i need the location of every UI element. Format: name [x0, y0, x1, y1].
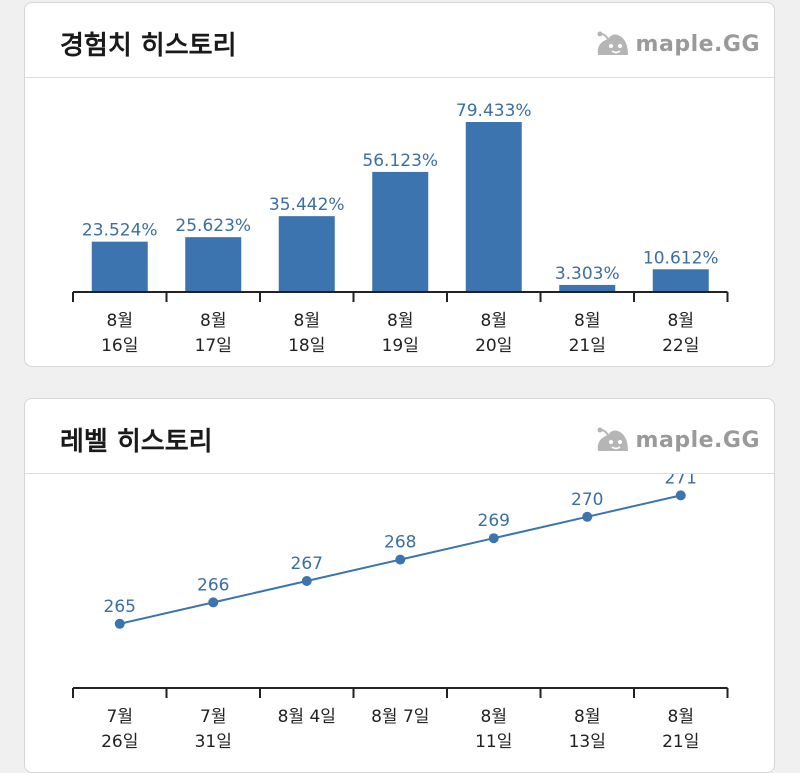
x-tick-label: 22일: [662, 336, 699, 356]
exp-bar: [91, 241, 148, 292]
exp-bar: [185, 237, 242, 292]
level-data-label: 269: [478, 511, 510, 531]
exp-data-label: 56.123%: [362, 151, 438, 171]
exp-bar: [559, 284, 616, 292]
level-data-label: 267: [291, 554, 323, 574]
brand-text: maple.GG: [635, 427, 760, 453]
x-tick-label: 17일: [195, 336, 232, 356]
x-tick-label: 26일: [101, 732, 138, 752]
x-tick-label: 8월: [107, 311, 133, 331]
level-chart-title: 레벨 히스토리: [60, 427, 213, 457]
exp-data-label: 3.303%: [555, 264, 620, 284]
level-card-header: 레벨 히스토리 maple.GG: [25, 399, 774, 474]
exp-history-card: 경험치 히스토리 maple.GG 23.524% 25.623% 35.442% 5…: [24, 2, 775, 367]
x-tick-label: 21일: [569, 336, 606, 356]
exp-bar: [652, 269, 709, 292]
level-point: [582, 511, 593, 522]
x-tick-label: 7월: [200, 707, 226, 727]
exp-bar: [278, 216, 335, 292]
x-tick-label: 19일: [382, 336, 419, 356]
exp-data-label: 25.623%: [175, 216, 251, 236]
exp-card-header: 경험치 히스토리 maple.GG: [25, 3, 774, 78]
level-point: [208, 597, 219, 608]
exp-chart-title: 경험치 히스토리: [60, 31, 237, 61]
x-tick-label: 8월: [668, 707, 694, 727]
x-tick-label: 18일: [288, 336, 325, 356]
exp-data-label: 10.612%: [643, 248, 719, 268]
exp-bar-chart: 23.524% 25.623% 35.442% 56.123% 79.433% 3.303…: [72, 101, 729, 356]
x-tick-label: 16일: [101, 336, 138, 356]
x-tick-label: 31일: [195, 732, 232, 752]
brand-logo[interactable]: maple.GG: [592, 425, 760, 455]
x-tick-label: 7월: [107, 707, 133, 727]
level-data-label: 268: [384, 533, 416, 553]
level-history-card: 레벨 히스토리 maple.GG 265 266 267 268 269 270 271 7월…: [24, 398, 775, 773]
x-tick-label: 8월: [574, 311, 600, 331]
exp-data-label: 79.433%: [456, 101, 532, 121]
x-tick-label: 8월: [481, 311, 507, 331]
brand-text: maple.GG: [635, 31, 760, 57]
x-tick-label: 8월: [481, 707, 507, 727]
slime-icon: [597, 427, 628, 451]
level-point: [675, 490, 686, 501]
x-tick-label: 11일: [475, 732, 512, 752]
level-point: [301, 576, 312, 586]
exp-bar: [372, 171, 429, 292]
level-data-label: 271: [665, 474, 697, 488]
slime-icon: [597, 31, 628, 55]
x-tick-label: 13일: [569, 732, 606, 752]
x-tick-label: 8월: [294, 311, 320, 331]
level-data-label: 265: [104, 597, 136, 617]
level-data-label: 266: [197, 575, 229, 595]
x-tick-label: 8월: [668, 311, 694, 331]
level-point: [488, 533, 499, 544]
level-point: [395, 554, 406, 565]
x-tick-label: 8월 4일: [278, 707, 336, 727]
x-tick-label: 20일: [475, 336, 512, 356]
exp-bar: [465, 122, 522, 292]
x-tick-label: 8월: [200, 311, 226, 331]
exp-data-label: 35.442%: [269, 195, 345, 215]
x-tick-label: 8월 7일: [371, 707, 429, 727]
x-tick-label: 21일: [662, 732, 699, 752]
level-point: [114, 618, 125, 629]
level-data-label: 270: [571, 490, 603, 510]
x-tick-label: 8월: [574, 707, 600, 727]
brand-logo[interactable]: maple.GG: [592, 29, 760, 59]
x-tick-label: 8월: [387, 311, 413, 331]
exp-data-label: 23.524%: [82, 221, 158, 241]
level-line-chart: 265 266 267 268 269 270 271 7월 26일 7월 31일 8월 4일 8월 7…: [72, 474, 729, 752]
